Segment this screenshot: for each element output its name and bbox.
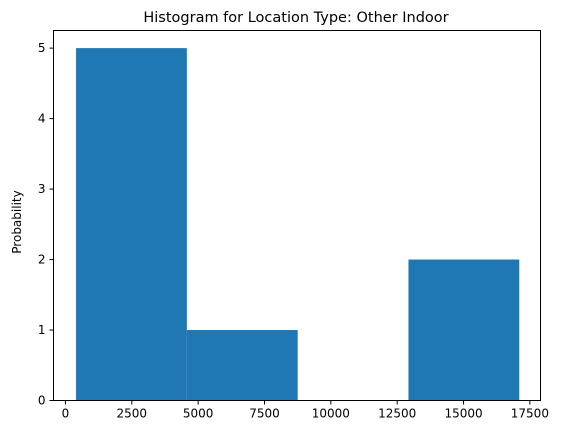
x-tick-label: 7500 <box>249 407 280 421</box>
y-tick-label: 5 <box>38 41 46 55</box>
x-tick-label: 17500 <box>511 407 549 421</box>
chart-title: Histogram for Location Type: Other Indoo… <box>143 10 448 26</box>
y-tick-label: 4 <box>38 112 46 126</box>
histogram-bar-0 <box>76 48 187 401</box>
x-tick-label: 10000 <box>312 407 350 421</box>
x-axis-ticks: 0 2500 5000 7500 10000 12500 15000 17500 <box>62 400 549 421</box>
y-tick-label: 0 <box>38 394 46 408</box>
y-axis-label: Probability <box>10 190 24 253</box>
y-tick-label: 3 <box>38 182 46 196</box>
x-tick-label: 5000 <box>183 407 214 421</box>
y-axis-ticks: 0 1 2 3 4 5 <box>38 41 54 408</box>
x-tick-label: 15000 <box>444 407 482 421</box>
x-tick-label: 2500 <box>117 407 148 421</box>
y-tick-label: 2 <box>38 253 46 267</box>
histogram-bar-1 <box>186 330 298 401</box>
x-tick-label: 12500 <box>378 407 416 421</box>
plot-frame <box>53 30 541 401</box>
x-tick-label: 0 <box>62 407 70 421</box>
y-tick-label: 1 <box>38 323 46 337</box>
bars-group <box>76 48 520 401</box>
histogram-bar-3 <box>408 259 520 401</box>
